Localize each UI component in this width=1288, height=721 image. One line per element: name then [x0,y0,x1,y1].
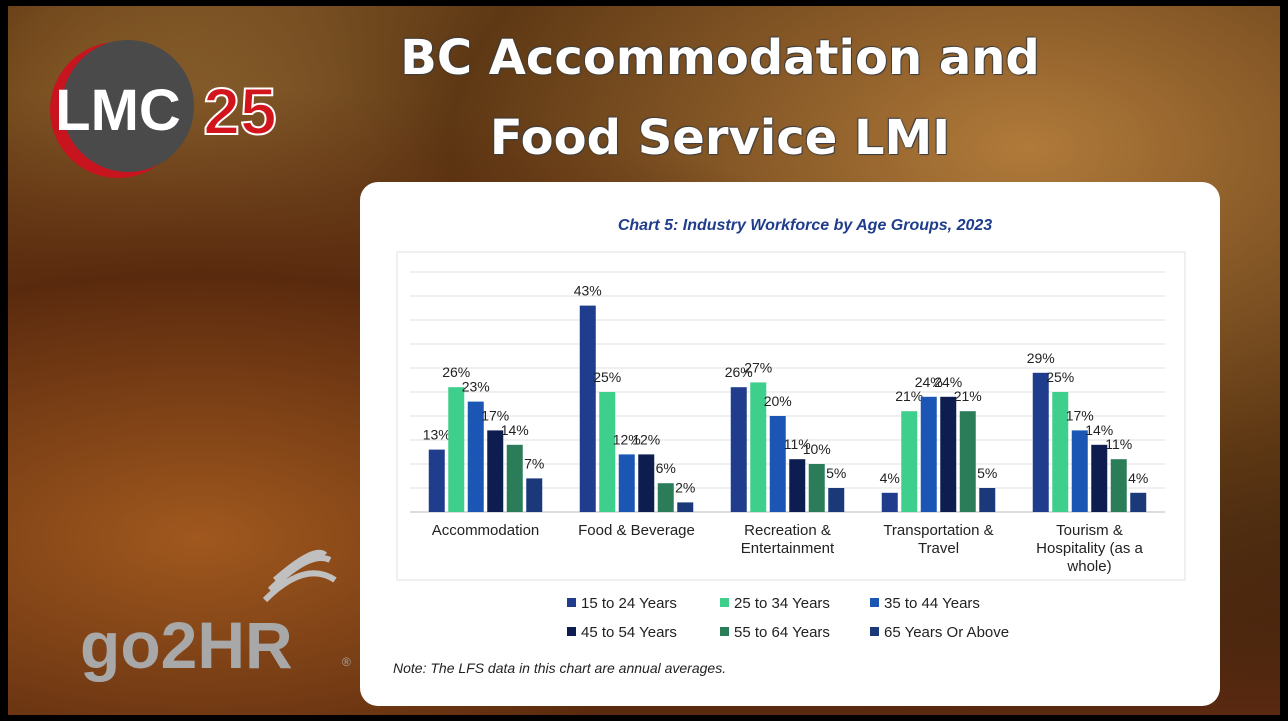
data-label: 24% [915,374,943,390]
bar [1052,392,1069,512]
data-label: 17% [1066,407,1094,423]
logo-disc [62,40,194,172]
x-tick-label: Transportation & Travel [883,522,994,557]
bar [828,488,845,512]
x-tick-label: Tourism & Hospitality (as a whole) [1036,522,1143,575]
bar [940,396,957,512]
legend-label: 65 Years Or Above [884,624,1009,641]
data-label: 13% [423,427,451,443]
data-label: 4% [880,470,900,486]
legend-label: 55 to 64 Years [734,624,830,641]
data-label: 20% [764,393,792,409]
data-label: 11% [1105,436,1132,452]
data-label: 24% [934,374,962,390]
bar [506,444,523,512]
data-label: 14% [501,422,529,438]
bar [769,416,786,512]
legend-label: 25 to 34 Years [734,595,830,612]
brand: go2HR [80,608,293,682]
data-label: 26% [442,364,470,380]
bar [1091,444,1108,512]
brand-mark: ® [342,655,351,669]
data-label: 5% [826,465,846,481]
bar [789,459,806,512]
bar [901,411,918,512]
data-label: 17% [481,407,509,423]
data-label: 7% [524,455,544,471]
bar [467,401,484,512]
bar [618,454,635,512]
bar [638,454,655,512]
bar [599,392,616,512]
data-label: 27% [744,359,772,375]
data-label: 14% [1085,422,1113,438]
legend-swatch [567,598,576,607]
legend-label: 45 to 54 Years [581,624,677,641]
plot-frame [396,251,1186,581]
slide-title: Food Service LMI [489,110,951,166]
bar [448,387,465,512]
legend-swatch [567,627,576,636]
bar [920,396,937,512]
data-label: 25% [593,369,621,385]
bar [1071,430,1088,512]
data-label: 21% [895,388,923,404]
bar [657,483,674,512]
bar [428,449,445,512]
legend-label: 15 to 24 Years [581,595,677,612]
data-label: 6% [656,460,676,476]
legend-swatch [720,627,729,636]
bar [526,478,543,512]
data-label: 5% [977,465,997,481]
data-label: 29% [1027,350,1055,366]
data-label: 12% [632,431,660,447]
logo-letters: LMC [55,78,181,143]
bar [1032,372,1049,512]
bar [1110,459,1127,512]
brand-icon [262,549,337,603]
data-label: 4% [1128,470,1148,486]
slide-title: BC Accommodation and [400,30,1040,86]
legend-swatch [720,598,729,607]
bar [579,305,596,512]
bar [677,502,694,512]
legend-label: 35 to 44 Years [884,595,980,612]
data-label: 25% [1046,369,1074,385]
bar [730,387,747,512]
x-tick-label: Food & Beverage [578,522,695,539]
data-label: 21% [954,388,982,404]
legend-swatch [870,598,879,607]
data-label: 2% [675,479,695,495]
bar [808,464,825,512]
chart-note: Note: The LFS data in this chart are ann… [393,660,726,676]
bar [979,488,996,512]
bar [487,430,504,512]
x-tick-label: Recreation & Entertainment [740,522,835,557]
data-label: 12% [613,431,641,447]
data-label: 26% [725,364,753,380]
chart-title: Chart 5: Industry Workforce by Age Group… [618,217,992,234]
data-label: 10% [803,441,831,457]
bar [881,492,898,512]
data-label: 43% [574,283,602,299]
legend-swatch [870,627,879,636]
logo-number: 25 [203,74,276,148]
data-label: 11% [784,436,811,452]
data-label: 23% [462,379,490,395]
x-tick-label: Accommodation [431,522,540,539]
bar [959,411,976,512]
bar [750,382,767,512]
bar [1130,492,1147,512]
